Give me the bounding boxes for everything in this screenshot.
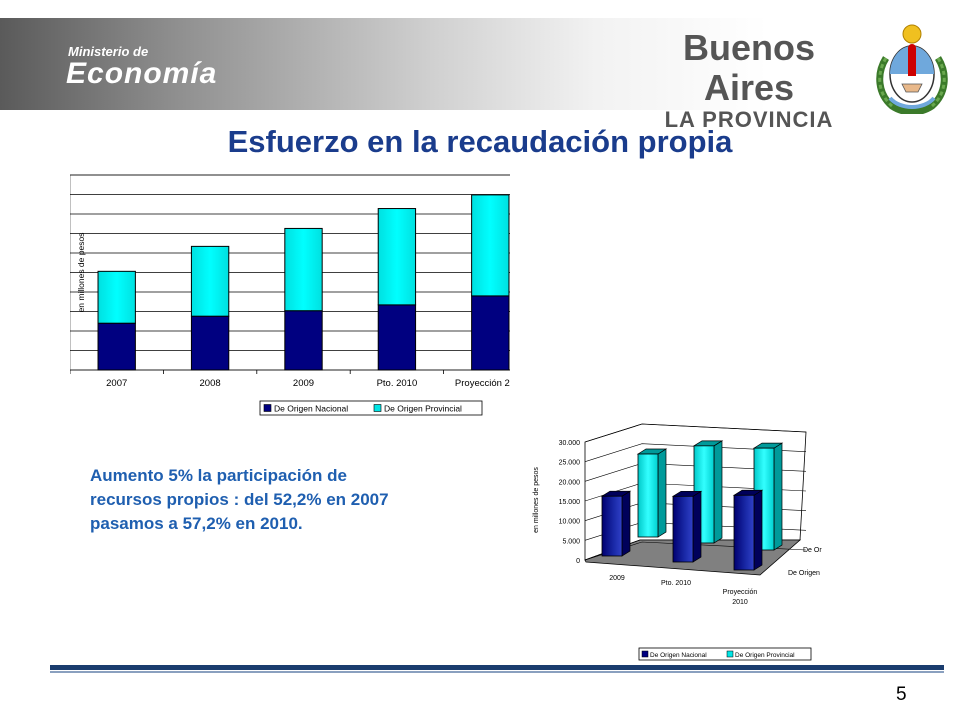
footer-rule xyxy=(50,665,944,670)
bar-provincial xyxy=(190,245,230,317)
ministry-large-text: Economía xyxy=(66,57,218,90)
legend-swatch xyxy=(726,650,734,658)
slide-title: Esfuerzo en la recaudación propia xyxy=(227,124,733,159)
y-tick-label: 30.000 xyxy=(559,440,581,447)
x-tick-label: 2010 xyxy=(732,599,748,606)
legend-label: De Origen Nacional xyxy=(650,652,707,659)
gridline xyxy=(584,423,807,443)
bar-nacional xyxy=(190,315,230,371)
three-d-bar-chart: 0 5.000 10.000 15.000 20.000 25.000 30.000 en m… xyxy=(533,423,822,661)
bar-provincial xyxy=(471,194,510,297)
ministry-logo: Ministerio de Economía xyxy=(66,44,217,89)
bar-nacional xyxy=(97,322,136,371)
y-tick-label: 10.000 xyxy=(559,519,581,526)
bar-nacional xyxy=(284,310,323,371)
x-tick-label: Proyección 2010 xyxy=(455,378,510,389)
y-tick-label: 0 xyxy=(576,558,580,565)
footer-rule-light xyxy=(50,671,944,673)
x-tick-label: 2009 xyxy=(609,575,625,582)
bar-provincial-side xyxy=(713,440,723,544)
bar-nacional xyxy=(733,494,755,571)
y-tick-label: 20.000 xyxy=(559,479,581,486)
y-axis-label: en millones de pesos xyxy=(76,233,86,313)
bar-provincial xyxy=(637,453,659,538)
legend-box xyxy=(638,647,812,661)
coat-of-arms-icon xyxy=(876,24,948,114)
province-top-text: Buenos Aires xyxy=(682,27,815,108)
x-tick-label: 2009 xyxy=(293,378,314,389)
bar-provincial xyxy=(377,208,417,306)
bar-provincial-side xyxy=(773,442,783,551)
legend-swatch xyxy=(263,404,272,412)
bar-provincial xyxy=(97,270,136,324)
x-tick-label: 2007 xyxy=(106,378,127,389)
depth-axis-label: De Origen Nacional xyxy=(788,570,822,577)
y-tick-label: 25.000 xyxy=(559,460,581,467)
stacked-bar-chart: 05.00010.00015.00020.00025.00030.00035.0… xyxy=(70,174,510,416)
bar-nacional-side xyxy=(753,489,763,571)
y-axis-label: en millones de pesos xyxy=(533,467,540,533)
bar-nacional-side xyxy=(692,490,702,563)
bar-nacional xyxy=(601,495,623,557)
y-tick-label: 15.000 xyxy=(559,499,581,506)
ministry-small-text: Ministerio de xyxy=(68,44,149,59)
bar-provincial-side xyxy=(657,448,667,538)
x-tick-label: 2008 xyxy=(200,378,221,389)
legend-label: De Origen Provincial xyxy=(384,404,462,414)
page-number: 5 xyxy=(896,684,907,705)
participation-note: Aumento 5% la participación de recursos … xyxy=(90,466,389,533)
bar-provincial xyxy=(284,227,323,312)
bar-nacional xyxy=(672,495,694,563)
depth-axis-label: De Origen Provincial xyxy=(803,547,822,554)
bar-nacional xyxy=(471,295,510,371)
province-logo: Buenos Aires LA PROVINCIA xyxy=(654,28,844,132)
legend-label: De Origen Nacional xyxy=(274,404,348,414)
legend-swatch xyxy=(373,404,382,412)
legend-swatch xyxy=(641,650,649,658)
gridline xyxy=(584,443,807,462)
x-tick-label: Pto. 2010 xyxy=(377,378,418,389)
x-tick-label: Proyección xyxy=(723,589,758,596)
legend-box xyxy=(259,400,483,416)
y-tick-label: 5.000 xyxy=(562,538,580,545)
bar-nacional-side xyxy=(621,490,631,557)
legend-label: De Origen Provincial xyxy=(735,652,795,659)
bar-nacional xyxy=(377,304,417,371)
header-band xyxy=(0,18,960,110)
x-tick-label: Pto. 2010 xyxy=(661,580,691,587)
province-bottom-text: LA PROVINCIA xyxy=(664,107,834,132)
